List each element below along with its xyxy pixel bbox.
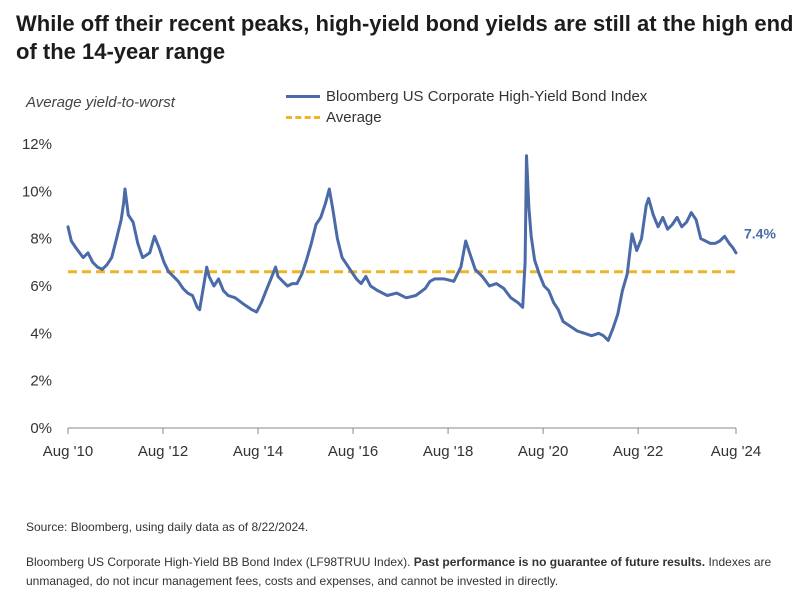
disclaimer-text-start: Bloomberg US Corporate High-Yield BB Bon…: [26, 555, 414, 569]
x-tick-label: Aug '20: [518, 443, 568, 460]
chart-title: While off their recent peaks, high-yield…: [16, 11, 794, 64]
y-tick-label: 12%: [22, 136, 52, 153]
x-tick-label: Aug '16: [328, 443, 378, 460]
x-tick-label: Aug '14: [233, 443, 283, 460]
x-tick-label: Aug '18: [423, 443, 473, 460]
source-note: Source: Bloomberg, using daily data as o…: [26, 520, 309, 534]
x-tick-label: Aug '22: [613, 443, 663, 460]
line-chart: 0% 2% 4% 6% 8% 10% 12% Aug '10 Aug '12 Aug '14 Aug…: [22, 136, 776, 460]
legend-swatch-average: [286, 116, 320, 119]
y-tick-label: 4%: [30, 325, 52, 342]
x-tick-label: Aug '12: [138, 443, 188, 460]
legend-item-average: Average: [286, 107, 647, 128]
series-line: [66, 154, 738, 342]
disclaimer-note: Bloomberg US Corporate High-Yield BB Bon…: [26, 553, 786, 591]
x-tick-label: Aug '10: [43, 443, 93, 460]
legend: Bloomberg US Corporate High-Yield Bond I…: [286, 86, 647, 128]
end-value-label: 7.4%: [744, 226, 776, 242]
disclaimer-text-end: Indexes are unmanaged, do not incur mana…: [26, 555, 772, 588]
x-tick-label: Aug '24: [711, 443, 761, 460]
legend-label-series: Bloomberg US Corporate High-Yield Bond I…: [326, 88, 648, 105]
legend-swatch-series: [286, 95, 320, 98]
y-tick-label: 8%: [30, 231, 52, 248]
legend-item-series: Bloomberg US Corporate High-Yield Bond I…: [286, 86, 647, 107]
y-axis-label: Average yield-to-worst: [26, 94, 175, 111]
disclaimer-text-bold: Past performance is no guarantee of futu…: [413, 555, 706, 569]
y-tick-label: 0%: [30, 420, 52, 437]
legend-label-average: Average: [326, 109, 382, 126]
y-tick-label: 2%: [30, 373, 52, 390]
y-tick-label: 6%: [30, 278, 52, 295]
y-tick-label: 10%: [22, 183, 52, 200]
